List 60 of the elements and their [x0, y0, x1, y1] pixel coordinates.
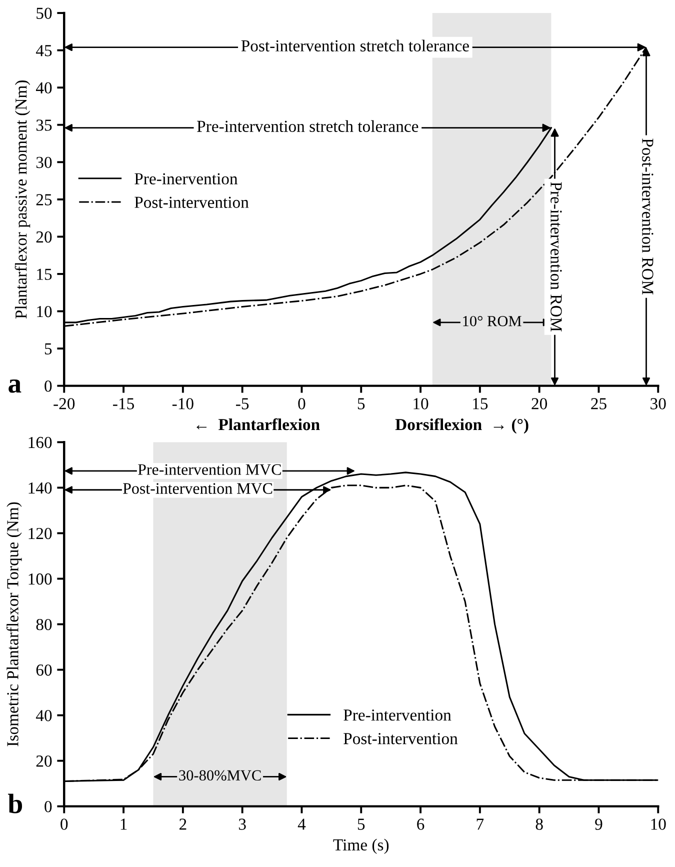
y-tick-label: 80: [36, 618, 52, 630]
band-label: 30-80%MVC: [179, 770, 261, 781]
annotation: Post-intervention ROM: [642, 138, 654, 295]
text: b: [8, 794, 22, 814]
x-tick-label: 1: [120, 818, 127, 830]
legend-label: Post-intervention: [344, 733, 458, 744]
y-tick-label: 40: [36, 710, 52, 722]
x-tick-label: 20: [532, 398, 548, 410]
y-tick-label: 25: [36, 194, 52, 206]
legend-label: Pre-intervention: [344, 709, 452, 721]
annotation: Post-intervention MVC: [123, 483, 272, 494]
x-tick-label: -15: [113, 398, 134, 410]
x-tick-label: 10: [414, 398, 428, 410]
legend-label: Pre-inervention: [134, 173, 238, 184]
x-tick-label: 7: [476, 818, 484, 830]
y-tick-label: 0: [44, 380, 52, 392]
x-axis-title: ← Plantarflexion Dorsiflexion → (°): [196, 418, 528, 434]
legend-label: Post-intervention: [134, 196, 249, 208]
y-tick-label: 50: [36, 8, 52, 19]
annotation: Post-intervention stretch tolerance: [241, 40, 469, 52]
x-tick-label: 10: [651, 818, 666, 830]
x-tick-label: 0: [60, 818, 68, 830]
y-tick-label: 20: [36, 231, 52, 243]
x-tick-label: 4: [298, 818, 306, 830]
x-tick-label: -20: [54, 398, 75, 410]
x-tick-label: 9: [595, 818, 602, 830]
x-tick-label: 8: [536, 818, 543, 830]
x-tick-label: -10: [172, 398, 194, 410]
y-tick-label: 160: [28, 436, 52, 448]
x-axis-title: Time (s): [333, 838, 389, 854]
y-tick-label: 35: [36, 120, 52, 131]
x-tick-label: 6: [417, 818, 424, 830]
y-tick-label: 30: [36, 156, 52, 168]
y-tick-label: 100: [28, 573, 52, 585]
x-tick-label: -5: [236, 398, 249, 410]
y-tick-label: 20: [36, 755, 52, 767]
x-tick-label: 0: [298, 398, 306, 410]
band-label: 10° ROM: [463, 316, 522, 326]
y-axis-title: Plantarflexor passive moment (Nm): [14, 80, 30, 319]
y-tick-label: 5: [44, 343, 52, 354]
y-tick-label: 140: [28, 482, 52, 494]
y-tick-label: 120: [28, 528, 52, 540]
x-tick-label: 5: [358, 818, 365, 830]
y-tick-label: 15: [37, 268, 52, 280]
annotation: Pre-intervention stretch tolerance: [197, 120, 418, 132]
x-tick-label: 5: [358, 398, 365, 410]
x-tick-label: 2: [179, 818, 186, 830]
y-tick-label: 10: [37, 306, 52, 318]
y-tick-label: 0: [44, 801, 52, 812]
y-axis-title: Isometric Plantarflexor Torque (Nm): [6, 502, 22, 746]
text: a: [8, 379, 22, 393]
annotation: Pre-intervention ROM: [550, 182, 562, 332]
x-tick-label: 25: [591, 398, 606, 410]
x-tick-label: 30: [650, 398, 666, 410]
y-tick-label: 40: [36, 82, 52, 94]
x-tick-label: 15: [473, 398, 488, 410]
y-tick-label: 45: [36, 45, 52, 56]
y-tick-label: 60: [36, 664, 52, 676]
annotation: Pre-intervention MVC: [138, 464, 281, 476]
x-tick-label: 3: [238, 818, 246, 830]
